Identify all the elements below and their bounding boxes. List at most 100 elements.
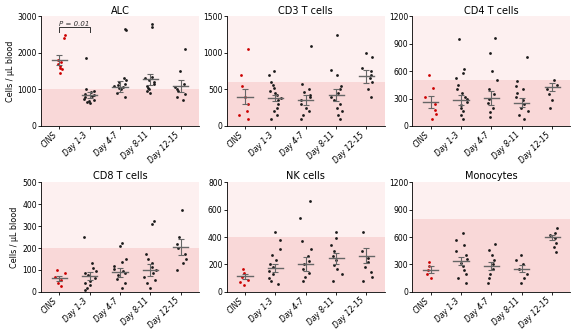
Point (304, 86, 313, 91)
Point (426, 276, 435, 281)
Point (452, 248, 461, 253)
Point (366, 269, 376, 275)
Point (172, 86, 181, 91)
Point (362, 50, 371, 55)
Point (145, 90, 154, 96)
Point (333, 105, 342, 111)
Point (305, 92, 314, 97)
Point (60, 270, 70, 276)
Point (431, 112, 440, 117)
Point (517, 253, 526, 258)
Point (268, 264, 278, 270)
Point (306, 43, 316, 48)
Point (115, 79, 124, 85)
Point (85, 278, 94, 284)
Title: CD8 T cells: CD8 T cells (93, 171, 147, 181)
Point (332, 266, 341, 272)
Point (276, 247, 285, 252)
Point (451, 76, 460, 81)
Point (363, 87, 373, 92)
Point (522, 271, 531, 276)
Point (297, 101, 306, 107)
Point (56, 65, 65, 70)
Point (88, 261, 97, 266)
Point (456, 105, 465, 111)
Point (81, 56, 90, 61)
Point (55, 70, 65, 76)
Point (180, 47, 190, 52)
Point (144, 87, 153, 92)
Point (454, 37, 464, 42)
Point (235, 280, 244, 285)
Point (334, 112, 343, 118)
Point (268, 271, 278, 277)
Point (305, 258, 314, 264)
Point (112, 90, 122, 96)
Point (244, 101, 253, 107)
Y-axis label: Cells / μL blood: Cells / μL blood (10, 206, 20, 268)
Point (117, 285, 126, 290)
Point (420, 94, 430, 99)
Point (240, 270, 249, 276)
Point (238, 274, 247, 280)
Point (150, 277, 160, 283)
Point (462, 99, 471, 105)
Point (329, 98, 339, 103)
Point (514, 112, 524, 118)
Point (547, 98, 556, 103)
Point (244, 116, 253, 121)
Point (147, 74, 156, 79)
Point (239, 282, 248, 288)
Point (549, 244, 558, 250)
Point (237, 83, 246, 88)
Point (265, 72, 274, 78)
Point (298, 278, 308, 284)
Point (60, 32, 70, 37)
Point (551, 230, 560, 235)
Point (523, 109, 532, 114)
Point (429, 85, 438, 90)
Point (151, 267, 160, 272)
Point (140, 76, 149, 81)
Point (149, 81, 158, 87)
Point (485, 271, 494, 276)
Point (363, 255, 373, 260)
Point (81, 270, 90, 276)
Point (461, 271, 470, 276)
Point (116, 87, 126, 92)
Point (483, 280, 492, 286)
Point (427, 116, 437, 121)
Point (459, 264, 468, 269)
Point (113, 273, 122, 278)
Point (485, 96, 494, 101)
Point (178, 207, 187, 212)
Point (265, 268, 274, 274)
Point (368, 54, 377, 59)
Point (90, 89, 99, 94)
Point (109, 83, 119, 88)
Point (332, 72, 341, 78)
Point (142, 89, 151, 94)
Point (244, 277, 253, 282)
Point (89, 97, 98, 102)
Point (425, 259, 434, 264)
Point (86, 283, 95, 288)
Point (457, 112, 466, 118)
Point (89, 92, 98, 97)
Point (423, 267, 433, 272)
Point (172, 241, 181, 246)
Point (358, 65, 367, 70)
Point (458, 70, 468, 76)
Point (112, 276, 122, 282)
Point (147, 221, 156, 226)
Point (299, 262, 308, 267)
Point (264, 276, 274, 281)
Point (56, 277, 66, 283)
Point (53, 267, 62, 272)
Point (115, 85, 124, 90)
Point (143, 256, 152, 262)
Point (461, 280, 471, 286)
Bar (412, 80, 570, 126)
Point (514, 266, 524, 272)
Point (266, 88, 275, 94)
